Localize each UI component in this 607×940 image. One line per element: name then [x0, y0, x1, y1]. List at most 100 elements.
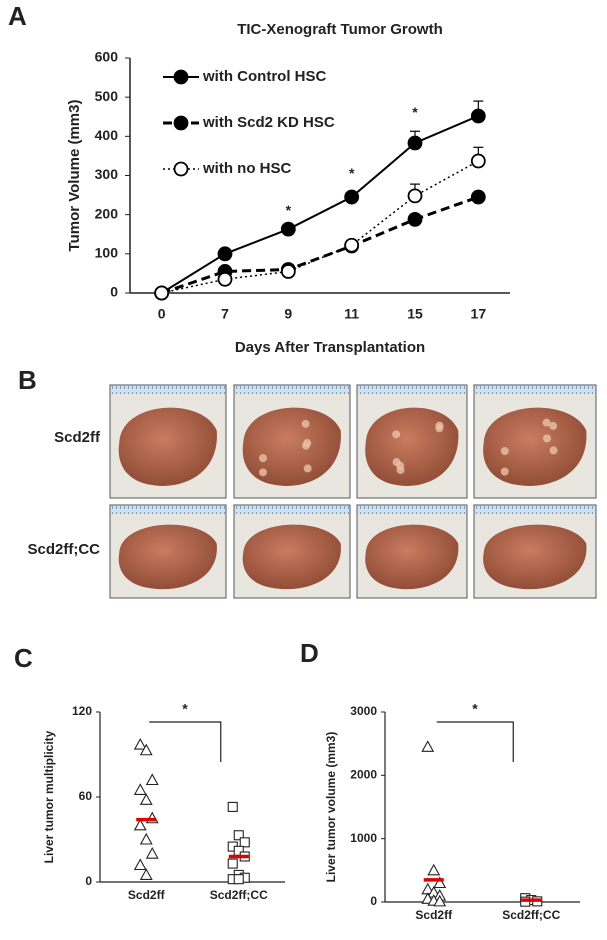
y-tick-label: 2000 — [350, 768, 377, 782]
tumor-spot — [259, 468, 268, 477]
legend-label: with Scd2 KD HSC — [202, 114, 335, 131]
ruler — [235, 386, 349, 394]
significance-mark: * — [349, 165, 355, 181]
y-tick-label: 100 — [95, 245, 119, 261]
data-point — [133, 783, 147, 795]
ruler — [358, 386, 466, 394]
tumor-spot — [392, 458, 401, 467]
data-point — [217, 271, 233, 287]
ruler — [475, 506, 595, 514]
row-label: Scd2ff;CC — [27, 541, 100, 558]
y-tick-label: 120 — [72, 704, 92, 718]
x-tick-label: Scd2ff;CC — [210, 888, 268, 902]
panel-letter: B — [18, 365, 37, 395]
legend-label: with Control HSC — [202, 68, 326, 85]
panel-letter: C — [14, 643, 33, 673]
liver — [365, 407, 459, 486]
data-point — [427, 863, 441, 876]
y-tick-label: 400 — [95, 127, 119, 143]
liver — [242, 407, 341, 486]
data-point — [133, 858, 147, 871]
data-point — [139, 868, 153, 880]
y-tick-label: 600 — [95, 49, 119, 65]
ruler — [475, 386, 595, 394]
data-point — [154, 285, 170, 301]
y-axis-title: Liver tumor multiplicity — [42, 730, 56, 863]
significance-mark: * — [182, 701, 188, 717]
liver — [118, 524, 217, 590]
data-point — [227, 858, 238, 869]
x-tick-label: 0 — [158, 306, 166, 322]
y-tick-label: 0 — [110, 284, 118, 300]
tumor-spot — [500, 467, 509, 476]
data-point — [470, 108, 486, 124]
legend-label: with no HSC — [202, 160, 291, 177]
significance-bracket — [436, 721, 514, 762]
data-point — [407, 135, 423, 151]
data-point — [145, 847, 159, 859]
tumor-spot — [500, 447, 509, 456]
photo-grid — [109, 384, 597, 599]
x-tick-label: 9 — [284, 306, 292, 322]
data-point — [239, 837, 250, 848]
tumor-spot — [543, 434, 552, 443]
tumor-spot — [301, 419, 310, 428]
data-point — [344, 237, 360, 253]
y-tick-label: 300 — [95, 166, 119, 182]
tumor-spot — [549, 421, 558, 430]
liver — [242, 524, 341, 590]
liver — [118, 407, 217, 486]
tumor-spot — [542, 418, 551, 427]
significance-bracket — [149, 721, 222, 762]
legend-marker — [173, 69, 189, 85]
liver — [483, 524, 587, 590]
data-point — [470, 153, 486, 169]
y-tick-label: 0 — [370, 894, 377, 908]
ruler — [235, 506, 349, 514]
y-tick-label: 0 — [85, 874, 92, 888]
x-tick-label: Scd2ff;CC — [502, 908, 560, 922]
data-point — [139, 832, 153, 845]
data-point — [433, 876, 447, 889]
y-axis-title: Tumor Volume (mm3) — [66, 100, 83, 252]
data-point — [139, 743, 153, 756]
x-tick-label: 15 — [407, 306, 423, 322]
y-tick-label: 3000 — [350, 704, 377, 718]
legend-marker — [173, 115, 189, 131]
data-point — [133, 737, 147, 750]
x-tick-label: Scd2ff — [128, 888, 166, 902]
data-point — [407, 188, 423, 204]
tumor-spot — [303, 464, 312, 473]
tumor-spot — [435, 421, 444, 430]
tumor-spot — [259, 454, 268, 463]
ruler — [111, 386, 225, 394]
liver — [365, 524, 459, 590]
liver — [483, 407, 587, 486]
tumor-spot — [392, 430, 401, 439]
x-axis-title: Days After Transplantation — [235, 339, 425, 356]
x-tick-label: Scd2ff — [415, 908, 453, 922]
data-point — [344, 189, 360, 205]
data-point — [433, 894, 447, 907]
panel-letter: A — [8, 1, 27, 31]
data-point — [139, 793, 153, 805]
y-tick-label: 1000 — [350, 831, 377, 845]
tumor-spot — [302, 441, 311, 450]
y-tick-label: 200 — [95, 205, 119, 221]
panel-letter: D — [300, 638, 319, 668]
data-point — [227, 801, 238, 812]
series-line — [161, 115, 479, 294]
row-label: Scd2ff — [54, 429, 101, 446]
data-point — [233, 830, 244, 841]
data-point — [421, 740, 435, 752]
significance-mark: * — [412, 104, 418, 120]
y-axis-title: Liver tumor volume (mm3) — [324, 732, 338, 883]
x-tick-label: 7 — [221, 306, 229, 322]
y-tick-label: 500 — [95, 88, 119, 104]
x-tick-label: 11 — [344, 306, 359, 322]
data-point — [470, 189, 486, 205]
data-point — [133, 818, 147, 831]
x-tick-label: 17 — [471, 306, 487, 322]
ruler — [111, 506, 225, 514]
